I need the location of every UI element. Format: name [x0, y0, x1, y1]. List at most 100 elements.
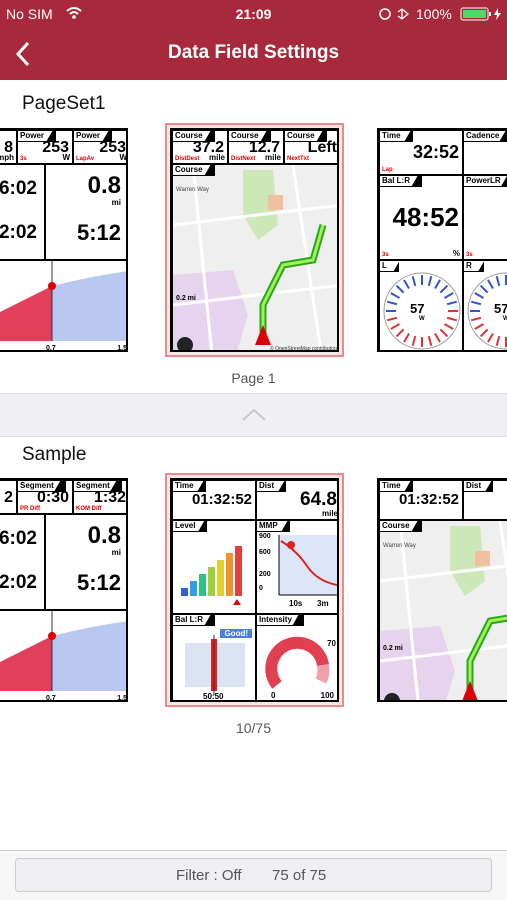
nav-title: Data Field Settings — [167, 42, 340, 63]
field-unit: mile — [321, 509, 338, 518]
field-cell: Course 12.7 DistNext mile — [228, 130, 284, 164]
page-thumbnail[interactable]: Course 37.2 DistDest mile Course 12.7 DistNext… — [170, 128, 339, 352]
field-label: Power — [18, 131, 57, 142]
field-label: Course — [173, 131, 215, 142]
field-label: Course — [229, 131, 271, 142]
field-cell: Bal L:R 48:52 3s% — [379, 175, 463, 260]
field-label: Time — [173, 481, 206, 492]
field-label: Time — [380, 481, 413, 492]
field-value: 253 — [99, 139, 126, 156]
map-image — [380, 521, 507, 700]
field-value: Left — [307, 139, 337, 156]
field-label: Dist — [257, 481, 287, 492]
field-unit: W — [419, 316, 425, 322]
page-caption: Page 1 — [231, 370, 276, 386]
level-bars — [181, 546, 242, 605]
field-sub-label: LapAv — [76, 156, 95, 162]
map-scale: 0.2 mi — [383, 645, 403, 652]
pedal-gauge — [467, 272, 507, 350]
intensity-max: 100 — [320, 691, 334, 700]
field-sub-label: Lap — [382, 167, 393, 173]
back-button[interactable] — [12, 40, 34, 68]
mmp-tick: 0 — [259, 585, 263, 592]
mmp-tick: 600 — [259, 549, 271, 556]
field-value: 6:02 — [0, 178, 37, 199]
field-value: 57 — [494, 301, 507, 316]
page-thumbnail[interactable]: 2 Segment 0:30 PR Diff Segment 1:32 KOM Diff 6:… — [0, 478, 128, 702]
field-label: Course — [173, 165, 215, 176]
mmp-x-label: 3m — [317, 599, 329, 608]
filter-button[interactable]: Filter : Off 75 of 75 — [15, 858, 492, 892]
page-indicator-divider — [0, 393, 507, 437]
field-label: PowerLR — [464, 176, 507, 187]
field-label: Time — [380, 131, 413, 142]
map-attribution: © OpenStreetMap contributors — [270, 346, 338, 352]
field-unit: mile — [264, 153, 281, 162]
field-sub-label: DistNext — [231, 156, 256, 162]
section-title: PageSet1 — [22, 93, 106, 114]
field-value: 32:52 — [412, 141, 459, 162]
map-street: Warren Way — [176, 187, 209, 193]
elevation-chart — [0, 611, 126, 691]
field-label: L — [380, 261, 399, 272]
field-value: 1:32 — [93, 489, 126, 506]
intensity-value: 70 — [327, 639, 336, 648]
field-cell: R 57W — [463, 260, 507, 350]
clock: 21:09 — [235, 6, 272, 22]
field-label: R — [464, 261, 484, 272]
map-street: Warren Way — [383, 543, 416, 549]
chart-axis-label: 1.5 — [117, 695, 127, 702]
collapse-chevron[interactable] — [241, 408, 267, 422]
field-label: Course — [380, 521, 422, 532]
field-sub-label: PR Diff — [20, 506, 40, 512]
field-cell: Power 253 LapAv W — [73, 130, 126, 164]
field-value: 5:12 — [76, 570, 121, 595]
field-value: 0.8 — [87, 522, 121, 549]
field-label: Level — [173, 521, 208, 532]
field-value: 2:02 — [0, 222, 37, 243]
field-cell: MMP 900 600 200 0 10s 3m — [256, 520, 337, 614]
field-value: 50:50 — [203, 692, 224, 701]
elevation-chart — [0, 261, 126, 341]
field-label: Power — [74, 131, 113, 142]
page-thumbnail[interactable]: Time 32:52 Lap Cadence Bal L:R 48:52 3s% PowerL… — [377, 128, 507, 352]
field-cell: Segment 1:32 KOM Diff — [73, 480, 126, 514]
field-cell: 0.7 1.5 — [0, 610, 127, 702]
field-value: 64.8 — [300, 489, 337, 510]
chart-axis-label: 1.5 — [117, 345, 127, 352]
page-thumbnail[interactable]: 8mphPower2533sWPower253LapAvW6:020.8mi2:… — [0, 128, 128, 352]
filter-count: 75 of 75 — [272, 867, 327, 884]
field-value: 01:32:52 — [191, 490, 252, 508]
field-value: 253 — [42, 139, 69, 156]
field-cell — [45, 164, 126, 260]
field-cell: Segment 0:30 PR Diff — [17, 480, 73, 514]
field-label: Dist — [464, 481, 494, 492]
field-label: Segment — [74, 481, 122, 492]
field-cell: 2 — [0, 480, 17, 514]
field-cell — [0, 164, 45, 260]
field-cell: Time 01:32:52 — [172, 480, 256, 520]
field-cell: Intensity 70 0 100 — [256, 614, 337, 700]
mmp-chart — [278, 535, 337, 596]
page-thumbnail[interactable]: Time 01:32:52 Dist 64.8 mile Level MMP 900 600 20… — [170, 478, 339, 702]
map-image — [173, 165, 337, 350]
field-value: 2 — [4, 489, 13, 506]
field-cell: Level — [172, 520, 256, 614]
carrier: No SIM — [6, 6, 53, 22]
field-value: 0.8 — [87, 172, 121, 199]
field-value: 2:02 — [0, 572, 37, 593]
filter-status: Filter : Off — [176, 867, 242, 884]
field-cell: Time 01:32:52 — [379, 480, 463, 520]
field-cell: Bal L:R Good! 50:50 — [172, 614, 256, 701]
field-label: Bal L:R — [173, 615, 215, 626]
field-unit: mi — [111, 198, 121, 207]
field-label: Course — [285, 131, 327, 142]
field-sub-label: KOM Diff — [76, 506, 102, 512]
footer-bar: Filter : Off 75 of 75 — [0, 850, 507, 900]
field-cell: Course Warren Way 0.2 mi © OpenStreetMap co… — [172, 164, 338, 352]
battery-icon — [460, 7, 501, 21]
page-caption: 10/75 — [235, 720, 272, 736]
chart-axis-label: 0.7 — [46, 695, 56, 702]
